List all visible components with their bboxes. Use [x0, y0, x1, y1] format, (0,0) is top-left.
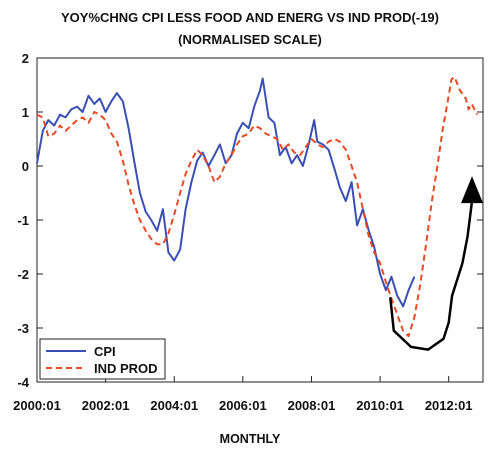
series-group: [36, 75, 479, 338]
y-tick-label: -2: [17, 267, 29, 282]
legend-label-cpi: CPI: [94, 344, 116, 359]
y-tick-label: -3: [17, 321, 29, 336]
x-tick-label: 2004:01: [150, 398, 198, 413]
x-tick-label: 2010:01: [356, 398, 404, 413]
legend-label-ind-prod: IND PROD: [94, 361, 158, 376]
y-tick-label: -1: [17, 213, 29, 228]
y-tick-label: -4: [17, 375, 29, 390]
x-tick-label: 2000:01: [13, 398, 61, 413]
y-tick-label: 2: [22, 51, 29, 66]
x-tick-label: 2008:01: [288, 398, 336, 413]
x-tick-label: 2006:01: [219, 398, 267, 413]
chart-subtitle: (NORMALISED SCALE): [178, 32, 322, 47]
chart-title: YOY%CHNG CPI LESS FOOD AND ENERG VS IND …: [60, 10, 439, 25]
legend-box: [39, 338, 166, 380]
series-line-ind-prod: [36, 75, 479, 338]
plot-area: [36, 57, 484, 383]
x-tick-label: 2002:01: [82, 398, 130, 413]
legend: CPI IND PROD: [39, 338, 166, 380]
x-tick-label: 2012:01: [425, 398, 473, 413]
annotation-group: [389, 176, 484, 351]
annotation-arrow-head: [461, 176, 484, 204]
axis-ticks: 2 1 0 -1 -2 -3 -4 2000:01 2002:01 2004:01 2006:01 2…: [13, 51, 483, 413]
x-axis-label: MONTHLY: [219, 432, 281, 446]
y-tick-label: 1: [22, 105, 29, 120]
y-tick-label: 0: [22, 159, 29, 174]
annotation-arrow-curve: [389, 199, 474, 351]
